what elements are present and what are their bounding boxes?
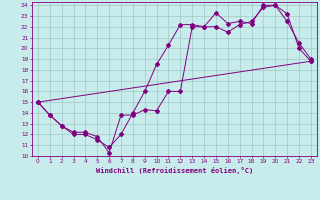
X-axis label: Windchill (Refroidissement éolien,°C): Windchill (Refroidissement éolien,°C) <box>96 167 253 174</box>
